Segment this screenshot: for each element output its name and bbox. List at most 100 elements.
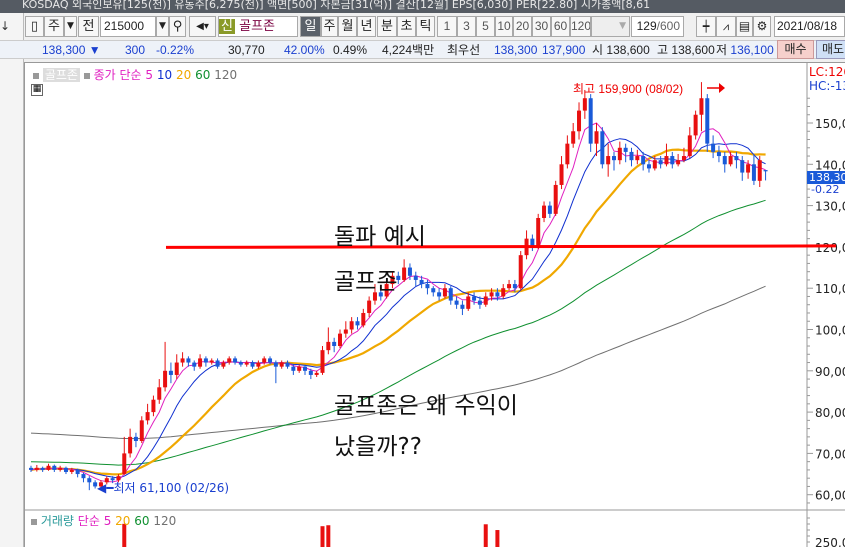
candle-body bbox=[390, 275, 395, 285]
volume-legend: 거래량 단순 5 20 60 120 bbox=[31, 512, 176, 529]
candle-body bbox=[664, 156, 669, 165]
candle-body bbox=[250, 362, 255, 367]
stock-name-field[interactable]: 신 골프존 bbox=[218, 16, 298, 37]
period-type-value: 주 bbox=[48, 19, 60, 34]
candle-body bbox=[763, 170, 768, 172]
open-label: 시 bbox=[592, 43, 604, 57]
grid-icon[interactable]: ▦ bbox=[31, 84, 43, 96]
interval-custom-select[interactable]: ▼ bbox=[591, 16, 630, 37]
current-pct-tag: -0.22 bbox=[811, 183, 840, 196]
candle-body bbox=[431, 288, 436, 293]
data-count-field[interactable]: 129/600 bbox=[631, 16, 684, 37]
change-percent: -0.22% bbox=[156, 43, 195, 57]
tab-period-second[interactable]: 초 bbox=[397, 16, 416, 37]
candle-body bbox=[279, 362, 284, 367]
speaker-icon[interactable]: ◀▾ bbox=[189, 16, 216, 37]
candle-body bbox=[58, 467, 63, 470]
date-input[interactable]: 2021/08/18 bbox=[774, 16, 845, 37]
left-panel: ↓ bbox=[0, 13, 24, 547]
y-tick-label: 150,000 bbox=[815, 117, 845, 131]
candle-body bbox=[402, 267, 407, 280]
candle-body bbox=[472, 296, 477, 301]
tab-period-week[interactable]: 주 bbox=[321, 16, 338, 37]
candle-body bbox=[652, 160, 657, 169]
tab-period-year[interactable]: 년 bbox=[357, 16, 376, 37]
stock-code-input[interactable]: 215000 bbox=[100, 16, 156, 37]
price-legend: 골프존 종가 단순 5 10 20 60 120 bbox=[33, 66, 237, 83]
candle-body bbox=[658, 160, 663, 165]
code-dropdown-icon[interactable]: ▼ bbox=[156, 16, 169, 37]
open-value: 138,600 bbox=[606, 43, 650, 57]
candle-body bbox=[145, 412, 150, 421]
interval-20[interactable]: 20 bbox=[513, 16, 532, 37]
candle-body bbox=[81, 474, 86, 479]
interval-3[interactable]: 3 bbox=[457, 16, 476, 37]
candle-body bbox=[355, 321, 360, 326]
volume-tick-label: 250,00 bbox=[815, 536, 845, 547]
candle-body bbox=[693, 114, 698, 136]
interval-60[interactable]: 60 bbox=[551, 16, 570, 37]
line-add-icon[interactable]: ⩘ bbox=[716, 16, 736, 37]
period-type-select[interactable]: 주 bbox=[44, 16, 64, 37]
arrow-left-icon: ◀━ bbox=[97, 481, 114, 495]
interval-10[interactable]: 10 bbox=[495, 16, 513, 37]
volume-bar bbox=[320, 526, 325, 547]
interval-120[interactable]: 120 bbox=[570, 16, 591, 37]
tab-period-tick[interactable]: 틱 bbox=[416, 16, 435, 37]
sell-button[interactable]: 매도 bbox=[816, 40, 845, 59]
toolbar: ▯ 주 ▼ 전 215000 ▼ ⚲ ◀▾ 신 골프존 일 주 월 년 분 초 … bbox=[0, 16, 845, 37]
tab-period-minute[interactable]: 분 bbox=[377, 16, 397, 37]
chevron-down-icon[interactable]: ▼ bbox=[64, 16, 77, 37]
search-icon[interactable]: ⚲ bbox=[169, 16, 186, 37]
tab-period-month[interactable]: 월 bbox=[338, 16, 357, 37]
candle-body bbox=[617, 147, 622, 161]
legend-ma-5: 5 bbox=[145, 68, 154, 82]
high-arrow-head bbox=[719, 83, 725, 93]
candle-body bbox=[495, 292, 500, 297]
candle-body bbox=[233, 358, 238, 363]
candle-body bbox=[483, 296, 488, 305]
arrow-down-icon[interactable]: ↓ bbox=[0, 19, 11, 33]
buy-button[interactable]: 매수 bbox=[777, 40, 814, 59]
candle-body bbox=[542, 205, 547, 218]
best-bid: 137,900 bbox=[542, 43, 586, 57]
candle-body bbox=[612, 156, 616, 161]
candle-body bbox=[203, 358, 208, 363]
candle-body bbox=[437, 292, 442, 297]
candle-body bbox=[87, 478, 92, 483]
price-value: 138,300 bbox=[42, 43, 86, 57]
interval-5[interactable]: 5 bbox=[476, 16, 495, 37]
candle-body bbox=[448, 288, 453, 301]
candle-body bbox=[635, 156, 640, 161]
candle-add-icon[interactable]: ┿ bbox=[696, 16, 716, 37]
candle-body bbox=[180, 358, 185, 363]
candle-body bbox=[559, 164, 564, 185]
panel-icon[interactable]: ▯ bbox=[25, 16, 44, 37]
candle-body bbox=[349, 321, 354, 330]
candle-body bbox=[367, 300, 372, 313]
candle-body bbox=[244, 362, 249, 365]
count-total: /600 bbox=[656, 19, 680, 33]
gear-icon[interactable]: ⚙ bbox=[753, 16, 771, 37]
candle-body bbox=[547, 205, 552, 214]
candle-body bbox=[378, 292, 383, 297]
legend-ma-120: 120 bbox=[214, 68, 238, 82]
annotation-question-line2: 났을까?? bbox=[334, 434, 422, 460]
interval-30[interactable]: 30 bbox=[532, 16, 551, 37]
candle-body bbox=[93, 482, 98, 487]
candle-body bbox=[577, 110, 582, 132]
interval-1[interactable]: 1 bbox=[437, 16, 457, 37]
save-icon[interactable]: ▤ bbox=[736, 16, 753, 37]
low-note-text: 최저 61,100 (02/26) bbox=[113, 481, 230, 495]
legend-ma-60: 60 bbox=[195, 68, 211, 82]
low-annotation: ◀━최저 61,100 (02/26) bbox=[97, 479, 229, 496]
change-amount: 300 bbox=[125, 43, 146, 57]
lc-label: LC:126 bbox=[809, 65, 845, 79]
tab-period-day[interactable]: 일 bbox=[300, 16, 321, 37]
chart-area[interactable]: 150,000 140,000 130,000 120,000 110,000 100,0… bbox=[24, 62, 845, 547]
annotation-breakout-example: 돌파 예시 bbox=[334, 224, 426, 250]
legend-marker-icon bbox=[83, 72, 90, 79]
candle-body bbox=[454, 300, 459, 305]
prev-button[interactable]: 전 bbox=[78, 16, 99, 37]
candle-body bbox=[215, 360, 220, 367]
